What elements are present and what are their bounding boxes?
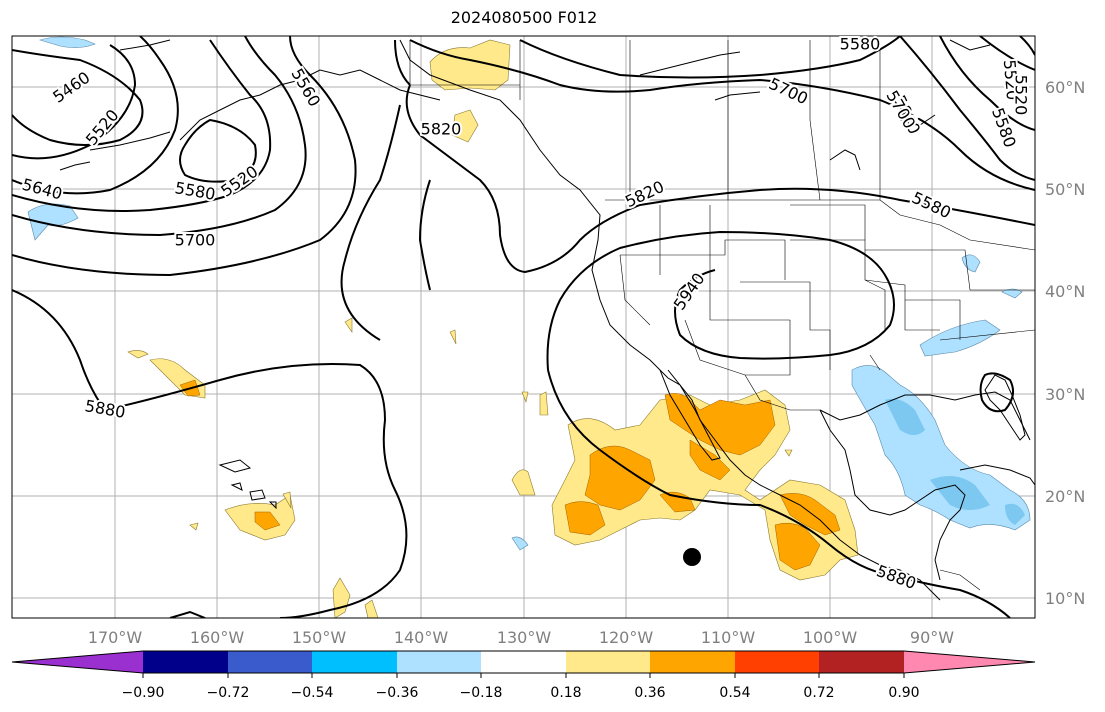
colorbar-segment [397, 651, 481, 673]
colorbar-extend-max [904, 651, 1035, 673]
colorbar-tick-label: −0.18 [460, 685, 503, 701]
colorbar-tick-label: 0.18 [550, 685, 581, 701]
colorbar-tick-label: −0.90 [122, 685, 165, 701]
longitude-label: 140°W [394, 628, 449, 647]
longitude-tick-labels: 170°W 160°W 150°W 140°W 130°W 120°W 110°W 100°W… [88, 628, 954, 647]
height-contours [12, 36, 1035, 618]
coastlines [59, 39, 1035, 601]
contour-label: 5580 [840, 35, 881, 54]
colorbar-segment [735, 651, 819, 673]
longitude-label: 90°W [910, 628, 954, 647]
political-borders [409, 40, 1035, 591]
colorbar-tick-label: −0.36 [376, 685, 419, 701]
colorbar-tick-label: 0.54 [719, 685, 750, 701]
colorbar-segment [228, 651, 312, 673]
longitude-label: 170°W [88, 628, 143, 647]
longitude-label: 120°W [599, 628, 654, 647]
colorbar [11, 650, 1036, 674]
colorbar-tick-label: −0.54 [291, 685, 334, 701]
longitude-label: 150°W [292, 628, 347, 647]
colorbar-segment [481, 651, 566, 673]
latitude-label: 20°N [1045, 487, 1085, 506]
longitude-label: 110°W [701, 628, 756, 647]
colorbar-segment [312, 651, 397, 673]
colorbar-tick-label: −0.72 [207, 685, 250, 701]
colorbar-tick-label: 0.72 [803, 685, 834, 701]
storm-center-marker [683, 548, 701, 566]
longitude-label: 100°W [803, 628, 858, 647]
longitude-label: 130°W [497, 628, 552, 647]
positive-anomaly-core [179, 379, 841, 571]
map-title: 2024080500 F012 [450, 8, 598, 27]
colorbar-segment [143, 651, 228, 673]
contour-label: 5700 [175, 231, 216, 250]
latitude-label: 60°N [1045, 78, 1085, 97]
colorbar-segment [650, 651, 735, 673]
colorbar-tick-label: 0.36 [634, 685, 665, 701]
colorbar-tick-labels: −0.90 −0.72 −0.54 −0.36 −0.18 0.18 0.36 0.54 0.7… [122, 673, 920, 701]
latitude-label: 30°N [1045, 385, 1085, 404]
longitude-label: 160°W [190, 628, 245, 647]
contour-label: 5820 [421, 120, 462, 139]
latitude-label: 10°N [1045, 589, 1085, 608]
contour-label: 5520 [1012, 75, 1031, 116]
map-frame [11, 35, 1036, 619]
latitude-label: 50°N [1045, 180, 1085, 199]
colorbar-segment [819, 651, 904, 673]
colorbar-extend-min [12, 651, 143, 673]
colorbar-tick-label: 0.90 [888, 685, 919, 701]
latitude-label: 40°N [1045, 282, 1085, 301]
negative-anomaly-core [885, 398, 1025, 525]
latitude-tick-labels: 60°N 50°N 40°N 30°N 20°N 10°N [1045, 78, 1085, 608]
colorbar-segment [566, 651, 650, 673]
map-content [12, 36, 1035, 618]
